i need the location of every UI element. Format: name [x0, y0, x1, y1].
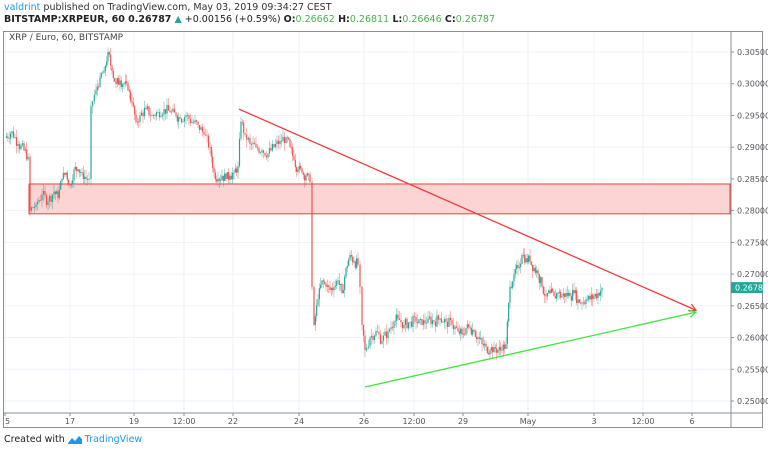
price-tick-label: 0.29500 [737, 111, 768, 120]
publish-date: published on TradingView.com, May 03, 20… [40, 2, 332, 13]
grid-lines [4, 32, 730, 412]
time-tick-label: 26 [359, 417, 369, 426]
price-tick-label: 0.27500 [737, 238, 768, 247]
up-arrow-icon: ▲ [174, 14, 182, 25]
price-tick-label: 0.28000 [737, 207, 768, 216]
resistance-trendline[interactable] [238, 108, 696, 310]
time-tick-label: 3 [591, 417, 596, 426]
time-tick-label: 6 [689, 417, 694, 426]
trendlines[interactable] [238, 108, 696, 388]
created-with-label: Created with [4, 434, 65, 445]
low-value: 0.26646 [402, 14, 442, 25]
last-price-tag: 0.26787 [731, 282, 768, 294]
time-tick-label: 12:00 [402, 417, 425, 426]
chart-legend: XRP / Euro, 60, BITSTAMP [9, 33, 124, 43]
price-tick-label: 0.25000 [737, 397, 768, 406]
price-tick-label: 0.26000 [737, 334, 768, 343]
time-tick-label: 12:00 [631, 417, 654, 426]
low-label: L: [389, 14, 403, 25]
time-tick-label: 22 [228, 417, 238, 426]
price-tick-label: 0.29000 [737, 143, 768, 152]
candlesticks [5, 47, 603, 361]
author-link[interactable]: valdrint [4, 2, 41, 13]
symbol-info: BITSTAMP:XRPEUR, 60 0.26787 ▲ +0.00156 (… [4, 14, 495, 25]
time-axis[interactable]: 5 17 19 12:00 22 24 26 12:00 29 May 3 12:00 6 [4, 413, 695, 426]
chart-frame[interactable] [3, 31, 763, 428]
price-tick-label: 0.26500 [737, 302, 768, 311]
price-tick-label: 0.25500 [737, 365, 768, 374]
high-label: H: [334, 14, 350, 25]
time-tick-label: 29 [458, 417, 468, 426]
time-tick-label: 19 [129, 417, 139, 426]
tradingview-link[interactable]: TradingView [84, 434, 143, 445]
time-tick-label: 12:00 [172, 417, 195, 426]
price-axis[interactable]: 0.30500 0.30000 0.29500 0.29000 0.28500 0.280… [731, 48, 768, 406]
price-tick-label: 0.30000 [737, 80, 768, 89]
open-label: O: [283, 14, 296, 25]
price-tick-label: 0.28500 [737, 175, 768, 184]
price-tick-label: 0.27000 [737, 270, 768, 279]
publish-info: valdrint published on TradingView.com, M… [4, 2, 332, 13]
close-label: C: [441, 14, 456, 25]
tradingview-logo-icon [67, 436, 82, 444]
change-value: +0.00156 (+0.59%) [181, 14, 284, 25]
symbol-line: BITSTAMP:XRPEUR, 60 0.26787 [4, 14, 172, 25]
time-tick-label: May [520, 417, 537, 426]
support-trendline[interactable] [364, 312, 696, 388]
last-price-value: 0.26787 [735, 284, 768, 293]
resistance-zone[interactable] [28, 183, 731, 215]
close-value: 0.26787 [455, 14, 496, 25]
price-tick-label: 0.30500 [737, 48, 768, 57]
high-value: 0.26811 [349, 14, 390, 25]
time-tick-label: 17 [65, 417, 75, 426]
time-tick-label: 24 [294, 417, 304, 426]
time-tick-label: 5 [5, 417, 10, 426]
footer: Created with TradingView [4, 434, 142, 445]
open-value: 0.26662 [295, 14, 335, 25]
